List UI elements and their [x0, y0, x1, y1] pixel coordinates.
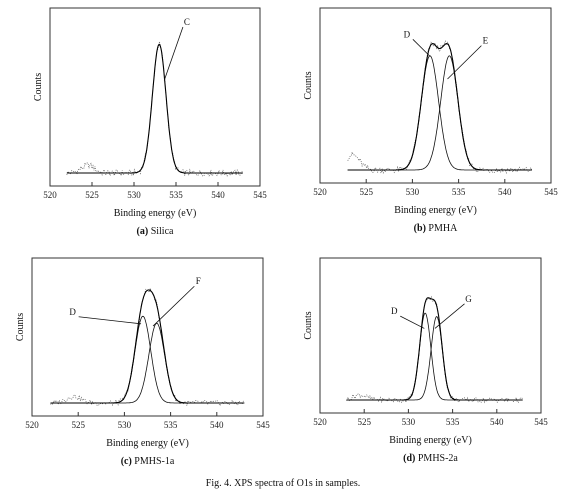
- fitted-envelope: [347, 43, 532, 171]
- x-tick-label: 525: [359, 187, 373, 197]
- peak-label-D: D: [404, 29, 411, 39]
- y-axis-label: Counts: [303, 311, 314, 339]
- fitted-component-D: [347, 55, 532, 171]
- plot-frame: [319, 7, 552, 184]
- y-axis-label: Counts: [15, 313, 26, 341]
- x-tick-label: 530: [118, 420, 132, 430]
- peak-leader-line-E: [447, 45, 482, 80]
- panel-caption: (b) PMHA: [414, 223, 458, 234]
- peak-leader-line-G: [434, 303, 465, 329]
- x-tick-label: 520: [43, 190, 57, 200]
- figure-caption: Fig. 4. XPS spectra of O1s in samples.: [206, 478, 360, 489]
- panel-caption-name: Silica: [151, 226, 174, 237]
- panel-caption: (d) PMHS-2a: [403, 453, 458, 464]
- x-tick-label: 540: [210, 420, 224, 430]
- panel-caption-tag: (a): [137, 226, 151, 237]
- x-axis-label: Binding energy (eV): [389, 435, 472, 446]
- x-tick-label: 520: [313, 187, 327, 197]
- panel-caption: (a) Silica: [137, 226, 175, 237]
- x-axis-label: Binding energy (eV): [114, 208, 197, 219]
- x-tick-label: 520: [25, 420, 39, 430]
- peak-label-F: F: [196, 276, 201, 286]
- x-tick-label: 545: [256, 420, 270, 430]
- fitted-component-D: [50, 315, 245, 404]
- fitted-component-F: [50, 322, 245, 404]
- panel-caption-name: PMHS-1a: [134, 456, 175, 467]
- peak-label-D: D: [69, 307, 76, 317]
- panel-caption-name: PMHA: [428, 223, 458, 234]
- x-tick-label: 520: [313, 417, 327, 427]
- fitted-envelope: [66, 43, 243, 174]
- x-tick-label: 545: [544, 187, 558, 197]
- fitted-component-D: [346, 312, 523, 401]
- peak-leader-line-C: [163, 26, 184, 81]
- panel-caption-tag: (c): [121, 456, 135, 467]
- x-tick-label: 545: [534, 417, 548, 427]
- x-tick-label: 535: [164, 420, 178, 430]
- fitted-envelope: [50, 289, 245, 404]
- peak-label-G: G: [465, 294, 472, 304]
- x-axis-label: Binding energy (eV): [394, 205, 477, 216]
- xps-panel-b: 520 525 530 535 540 545 Binding energy (eV) Cou…: [303, 7, 558, 234]
- peak-label-D: D: [391, 306, 398, 316]
- x-tick-label: 530: [127, 190, 141, 200]
- plot-frame: [31, 257, 264, 417]
- fitted-component-G: [346, 316, 523, 401]
- xps-panel-c: 520 525 530 535 540 545 Binding energy (eV) Cou…: [15, 257, 270, 467]
- x-tick-label: 535: [452, 187, 466, 197]
- x-tick-label: 530: [402, 417, 416, 427]
- panel-caption-tag: (d): [403, 453, 418, 464]
- x-axis-label: Binding energy (eV): [106, 438, 189, 449]
- x-tick-label: 540: [498, 187, 512, 197]
- x-tick-label: 540: [211, 190, 225, 200]
- xps-panel-d: 520 525 530 535 540 545 Binding energy (eV) Cou…: [303, 257, 548, 464]
- x-tick-label: 525: [71, 420, 85, 430]
- y-axis-label: Counts: [33, 73, 44, 101]
- xps-panel-a: 520 525 530 535 540 545 Binding energy (eV) Cou…: [33, 7, 267, 237]
- peak-label-C: C: [184, 17, 190, 27]
- x-tick-label: 535: [169, 190, 183, 200]
- y-axis-label: Counts: [303, 71, 314, 99]
- panel-caption: (c) PMHS-1a: [121, 456, 175, 467]
- experimental-data-series: [50, 286, 244, 407]
- panel-caption-name: PMHS-2a: [418, 453, 459, 464]
- fitted-envelope: [346, 297, 523, 401]
- x-tick-label: 535: [446, 417, 460, 427]
- panel-caption-tag: (b): [414, 223, 429, 234]
- x-tick-label: 525: [85, 190, 99, 200]
- plot-frame: [49, 7, 261, 187]
- peak-label-E: E: [483, 36, 489, 46]
- peak-leader-line-D: [78, 316, 142, 325]
- peak-leader-line-F: [152, 285, 195, 327]
- x-tick-label: 545: [253, 190, 267, 200]
- peak-leader-line-D: [400, 315, 425, 329]
- x-tick-label: 540: [490, 417, 504, 427]
- experimental-data-series: [346, 295, 523, 404]
- plot-frame: [319, 257, 542, 414]
- experimental-data-series: [66, 41, 243, 177]
- x-tick-label: 525: [357, 417, 371, 427]
- x-tick-label: 530: [406, 187, 420, 197]
- peak-leader-line-D: [412, 39, 431, 57]
